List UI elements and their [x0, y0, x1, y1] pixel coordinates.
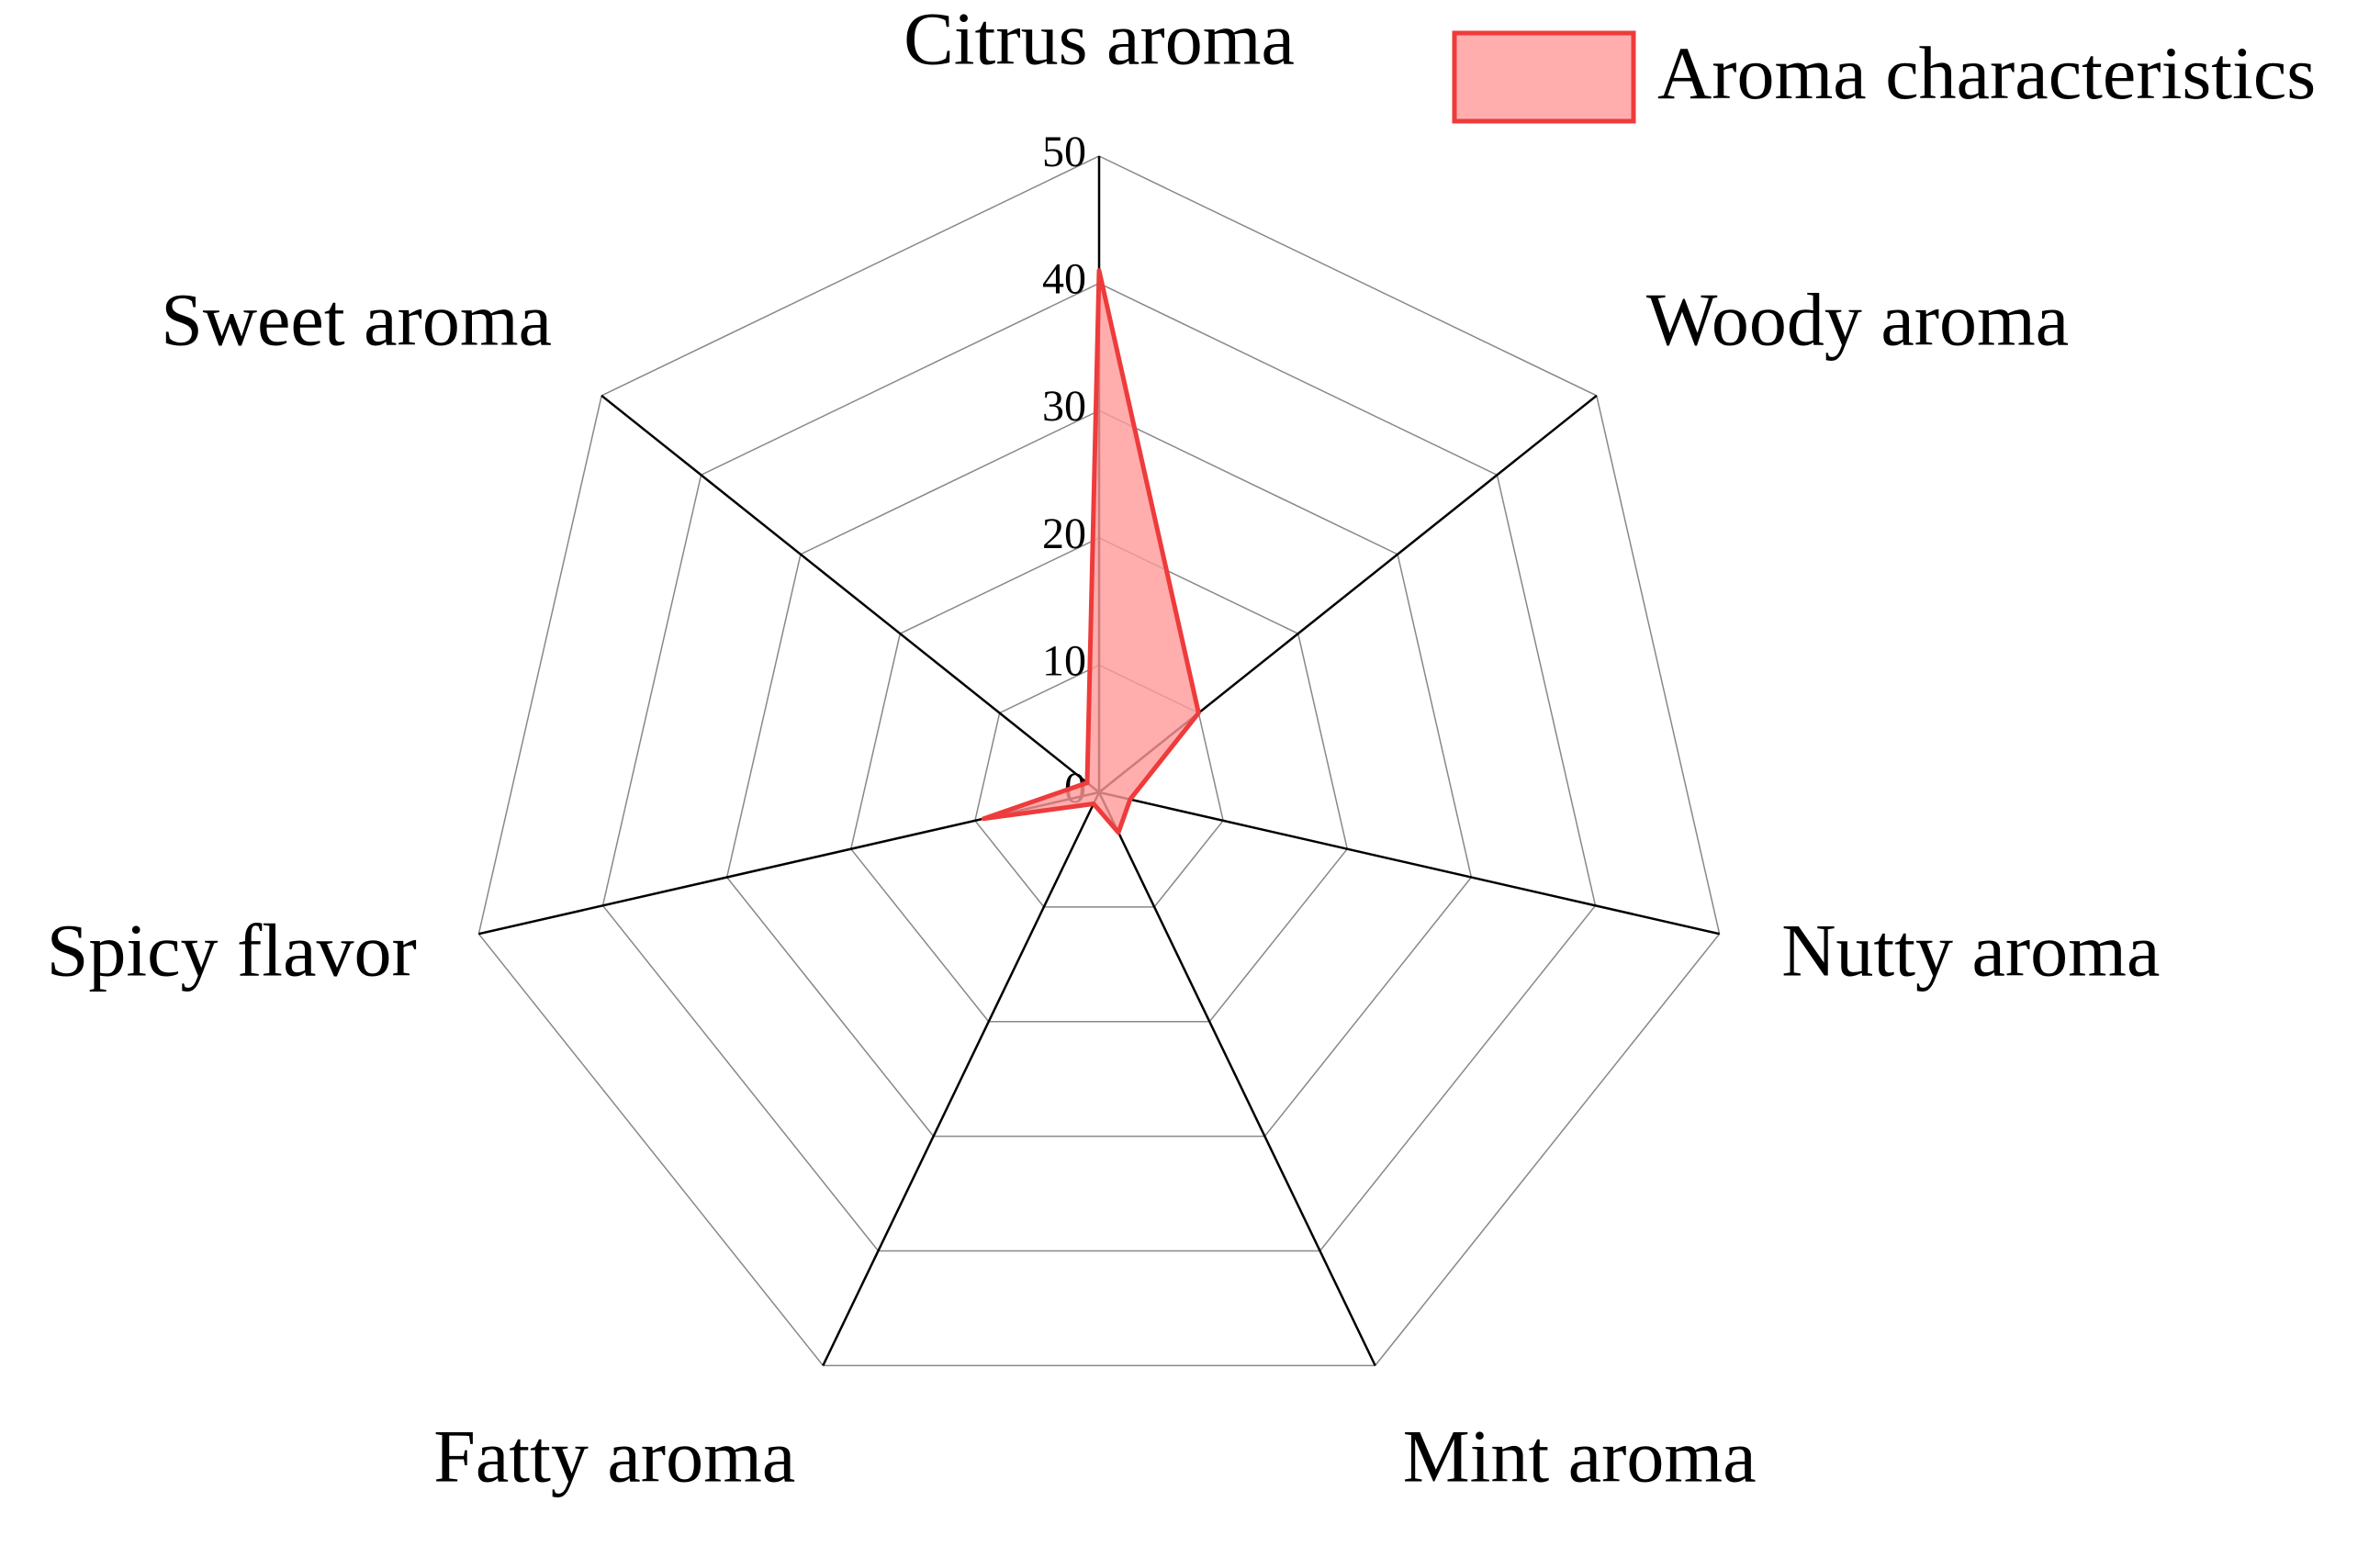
- grid-ring: [601, 282, 1597, 1252]
- grid-ring: [725, 409, 1473, 1138]
- axis-spoke: [1098, 790, 1720, 936]
- r-tick-label: 20: [1042, 510, 1086, 558]
- category-label: Fatty aroma: [433, 1415, 795, 1498]
- axis-spoke: [601, 394, 1100, 793]
- axis-spoke: [822, 791, 1101, 1366]
- axis-spoke: [1097, 791, 1376, 1366]
- legend-label: Aroma characteristics: [1657, 31, 2316, 115]
- category-label: Mint aroma: [1403, 1415, 1757, 1498]
- r-tick-label: 40: [1042, 255, 1086, 304]
- grid-ring: [849, 536, 1349, 1023]
- category-label: Citrus aroma: [904, 0, 1295, 81]
- category-label: Woody aroma: [1646, 277, 2069, 361]
- r-tick-label: 10: [1042, 636, 1086, 685]
- grid-ring: [477, 155, 1721, 1367]
- category-label: Sweet aroma: [161, 277, 552, 361]
- category-label: Spicy flavor: [47, 909, 417, 992]
- r-tick-label: 50: [1042, 128, 1086, 176]
- category-label: Nutty aroma: [1781, 909, 2160, 992]
- legend-swatch: [1452, 30, 1636, 124]
- grid-ring: [974, 664, 1224, 908]
- r-tick-label: 30: [1042, 382, 1086, 431]
- radar-area: [981, 268, 1201, 835]
